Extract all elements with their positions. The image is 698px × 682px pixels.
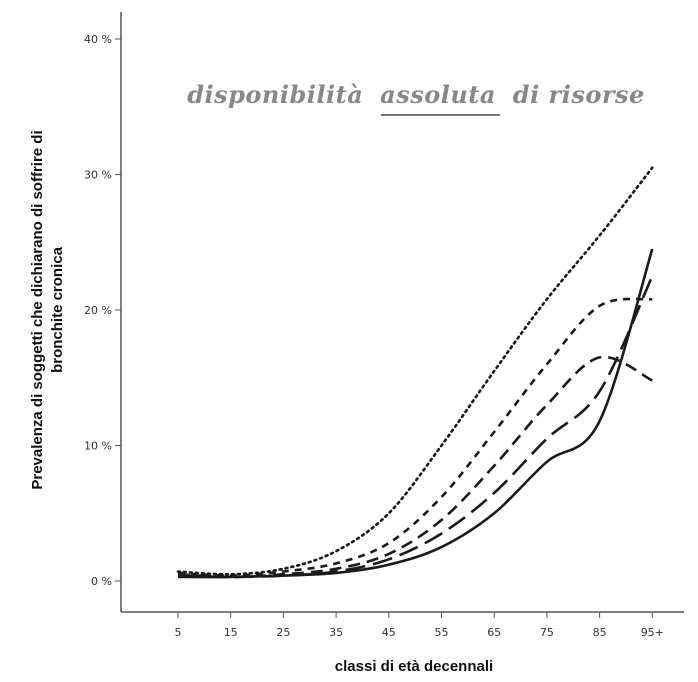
x-tick-label: 15 <box>224 626 238 639</box>
y-axis-title-line-2: bronchite cronica <box>49 246 66 373</box>
x-tick-label: 65 <box>487 626 501 639</box>
y-tick-label: 30 % <box>84 169 112 182</box>
series-line-solid <box>177 248 654 579</box>
x-tick-label: 95+ <box>641 626 664 639</box>
x-axis-title: classi di età decennali <box>335 658 493 675</box>
y-tick-label: 10 % <box>84 440 112 453</box>
series-line-short-dash <box>177 297 653 577</box>
x-tick-label: 85 <box>593 626 607 639</box>
y-axis-title-line-1: Prevalenza di soggetti che dichiarano di… <box>29 130 46 489</box>
series-line-dotted <box>176 166 654 576</box>
x-tick-label: 35 <box>329 626 343 639</box>
x-tick-label: 55 <box>435 626 449 639</box>
x-tick-label: 75 <box>540 626 554 639</box>
y-axis-title: Prevalenza di soggetti che dichiarano di… <box>29 130 66 489</box>
y-tick-label: 20 % <box>84 304 112 317</box>
x-tick-label: 5 <box>175 626 182 639</box>
x-tick-label: 25 <box>276 626 290 639</box>
chart-title: disponibilità assoluta di risorse <box>187 80 645 116</box>
chart-title-part-2: assoluta <box>380 80 496 109</box>
y-tick-label: 0 % <box>91 575 112 588</box>
x-tick-label: 45 <box>382 626 396 639</box>
series-line-medium-dash <box>177 355 653 579</box>
y-tick-label: 40 % <box>84 33 112 46</box>
axes <box>120 12 684 613</box>
series-layer <box>176 166 654 579</box>
tick-layer: 0 % 10 % 20 % 30 % 40 % 5 15 25 35 45 55 65 75 85 95+ <box>84 33 664 639</box>
svg-text:disponibilità assoluta: disponibilità assoluta di risorse <box>187 80 645 109</box>
chart-title-part-1: disponibilità <box>187 80 363 109</box>
chart-title-part-3: di risorse <box>513 80 645 109</box>
